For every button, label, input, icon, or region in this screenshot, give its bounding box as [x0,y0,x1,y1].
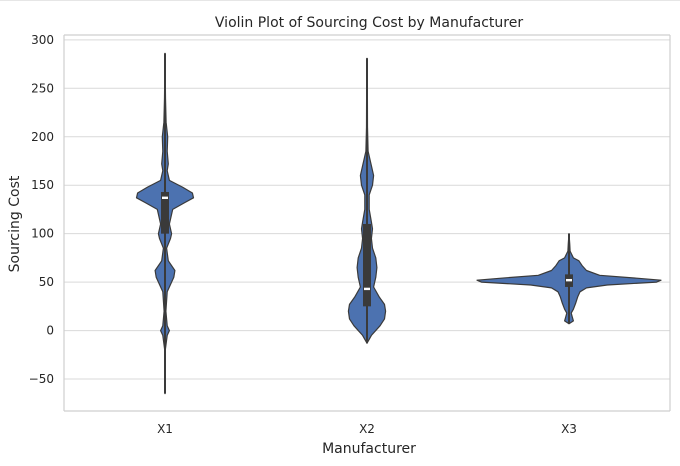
y-axis-label: Sourcing Cost [7,175,23,272]
x-axis-label: Manufacturer [322,441,416,457]
y-tick-label: 100 [31,227,54,241]
y-tick-label: 0 [46,324,54,338]
axes-frame [63,34,671,412]
y-tick-label: 250 [31,81,54,95]
y-tick-label: 200 [31,130,54,144]
y-tick-label: −50 [29,372,54,386]
violin-median [162,196,168,200]
tick-labels: −50 0 50 100 150 200 250 300 X1 X2 X3 [29,33,577,436]
violin-iqr-box [363,223,371,307]
violin-median [364,287,370,291]
y-tick-label: 150 [31,178,54,192]
x-tick-label: X3 [561,422,577,436]
y-tick-label: 50 [39,275,54,289]
violin-median [566,278,572,282]
violins [135,52,662,395]
x-tick-label: X1 [157,422,173,436]
violin-x2 [347,57,387,344]
violin-x1 [135,52,195,395]
x-tick-label: X2 [359,422,375,436]
violin-iqr-box [161,191,169,234]
y-tick-label: 300 [31,33,54,47]
chart-title: Violin Plot of Sourcing Cost by Manufact… [215,15,523,31]
violin-x3 [476,233,662,325]
